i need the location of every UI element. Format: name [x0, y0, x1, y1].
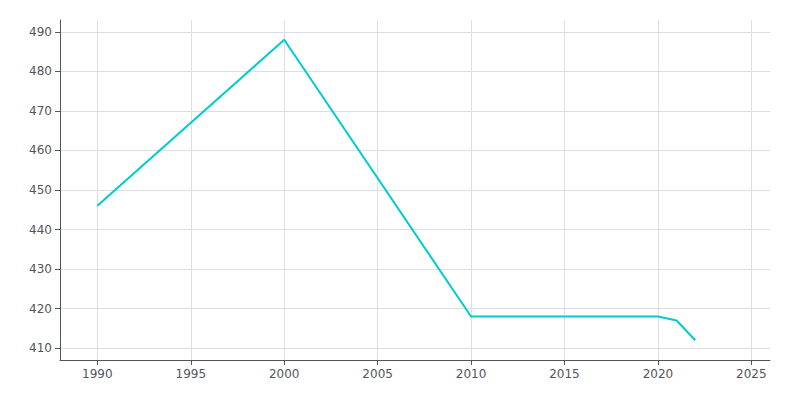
svg-text:2015: 2015 [549, 367, 580, 381]
svg-text:470: 470 [29, 104, 52, 118]
svg-text:450: 450 [29, 183, 52, 197]
svg-text:490: 490 [29, 25, 52, 39]
svg-text:2020: 2020 [643, 367, 674, 381]
svg-text:2000: 2000 [269, 367, 300, 381]
svg-text:2025: 2025 [736, 367, 767, 381]
svg-text:430: 430 [29, 262, 52, 276]
svg-text:1995: 1995 [176, 367, 207, 381]
svg-text:440: 440 [29, 223, 52, 237]
svg-text:2005: 2005 [362, 367, 393, 381]
svg-text:410: 410 [29, 341, 52, 355]
svg-text:460: 460 [29, 143, 52, 157]
svg-text:480: 480 [29, 64, 52, 78]
svg-text:2010: 2010 [456, 367, 487, 381]
svg-text:1990: 1990 [82, 367, 113, 381]
svg-text:420: 420 [29, 302, 52, 316]
